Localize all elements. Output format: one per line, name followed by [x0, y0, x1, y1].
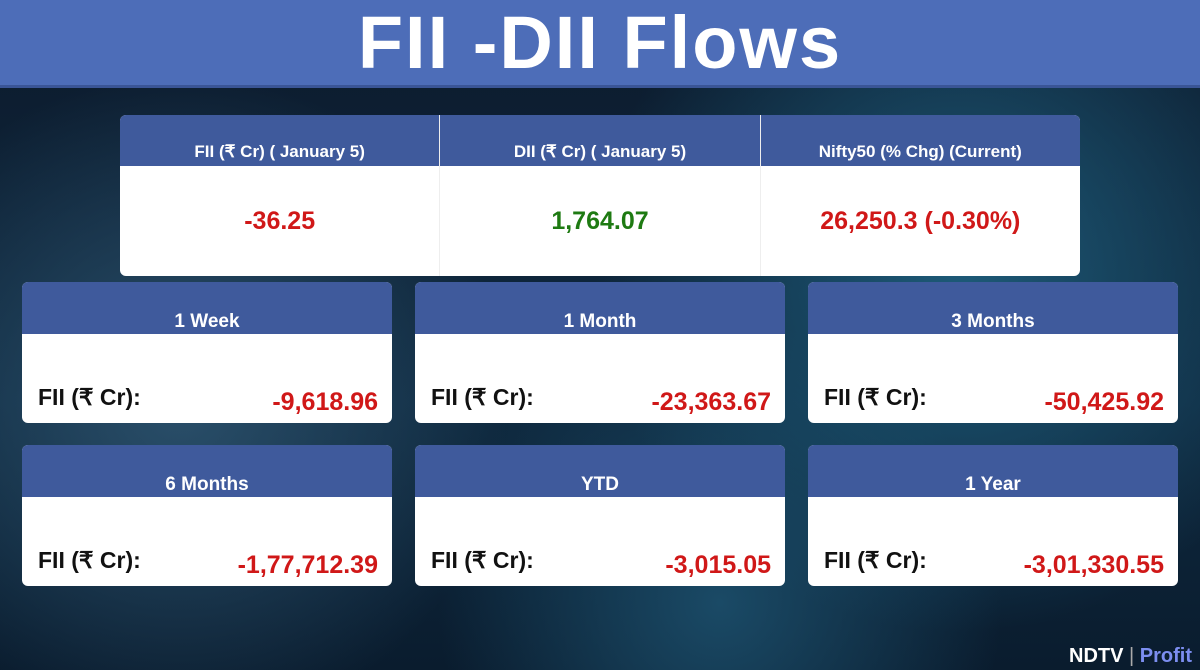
- nifty-header: Nifty50 (% Chg) (Current): [760, 115, 1080, 166]
- card-ytd: YTD FII (₹ Cr): -3,015.05: [415, 445, 785, 586]
- card-label: FII (₹ Cr):: [38, 547, 141, 573]
- card-value: -3,015.05: [665, 551, 771, 579]
- card-value: -23,363.67: [651, 388, 771, 416]
- dii-daily: DII (₹ Cr) ( January 5) 1,764.07: [440, 115, 761, 276]
- logo-sub: Profit: [1139, 645, 1192, 667]
- card-period: YTD: [415, 445, 785, 497]
- fii-daily-value: -36.25: [244, 206, 316, 235]
- page-title: FII -DII Flows: [357, 1, 843, 84]
- card-label: FII (₹ Cr):: [824, 384, 927, 410]
- card-3-months: 3 Months FII (₹ Cr): -50,425.92: [808, 282, 1178, 423]
- dii-daily-header: DII (₹ Cr) ( January 5): [440, 115, 760, 166]
- card-1-year: 1 Year FII (₹ Cr): -3,01,330.55: [808, 445, 1178, 586]
- logo-brand: NDTV: [1069, 645, 1124, 667]
- dii-daily-value: 1,764.07: [551, 206, 649, 235]
- ndtv-profit-logo: NDTV | Profit: [1069, 645, 1192, 667]
- card-period: 1 Week: [22, 282, 392, 334]
- nifty-change: Nifty50 (% Chg) (Current) 26,250.3 (-0.30…: [760, 115, 1080, 276]
- card-label: FII (₹ Cr):: [824, 547, 927, 573]
- nifty-value: 26,250.3 (-0.30%): [820, 206, 1021, 235]
- card-1-month: 1 Month FII (₹ Cr): -23,363.67: [415, 282, 785, 423]
- card-period: 3 Months: [808, 282, 1178, 334]
- card-label: FII (₹ Cr):: [431, 547, 534, 573]
- card-value: -3,01,330.55: [1023, 551, 1164, 579]
- card-1-week: 1 Week FII (₹ Cr): -9,618.96: [22, 282, 392, 423]
- card-value: -9,618.96: [272, 388, 378, 416]
- card-6-months: 6 Months FII (₹ Cr): -1,77,712.39: [22, 445, 392, 586]
- card-period: 6 Months: [22, 445, 392, 497]
- card-period: 1 Year: [808, 445, 1178, 497]
- title-bar: FII -DII Flows: [0, 0, 1200, 88]
- card-label: FII (₹ Cr):: [431, 384, 534, 410]
- card-value: -50,425.92: [1044, 388, 1164, 416]
- card-period: 1 Month: [415, 282, 785, 334]
- card-label: FII (₹ Cr):: [38, 384, 141, 410]
- fii-daily: FII (₹ Cr) ( January 5) -36.25: [120, 115, 441, 276]
- fii-daily-header: FII (₹ Cr) ( January 5): [120, 115, 440, 166]
- daily-flows-table: FII (₹ Cr) ( January 5) -36.25 DII (₹ Cr)…: [120, 115, 1080, 276]
- card-value: -1,77,712.39: [237, 551, 378, 579]
